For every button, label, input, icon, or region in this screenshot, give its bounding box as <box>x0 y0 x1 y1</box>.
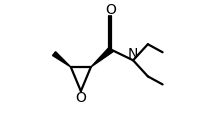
Polygon shape <box>91 47 113 67</box>
Text: O: O <box>75 92 86 105</box>
Polygon shape <box>53 52 71 67</box>
Text: O: O <box>106 3 116 17</box>
Text: N: N <box>128 47 138 61</box>
